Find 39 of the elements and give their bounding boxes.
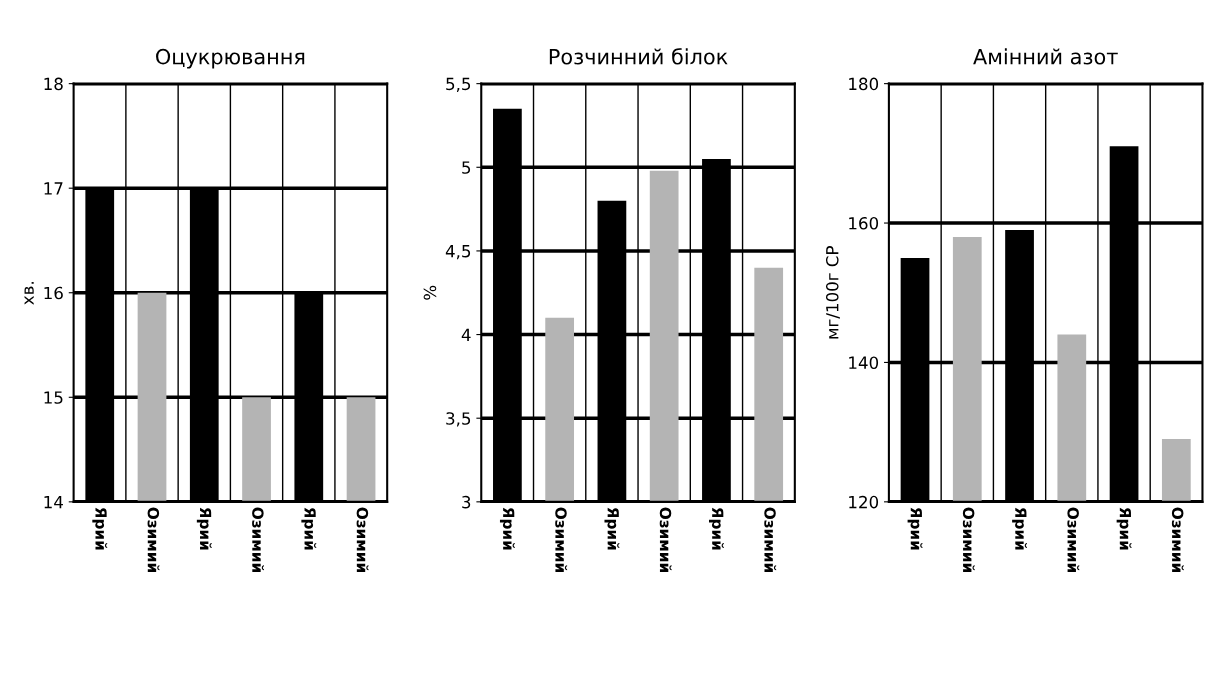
- y-tick-label: 120: [849, 495, 879, 509]
- x-tick-label: Ярий: [709, 507, 724, 550]
- chart-title: Розчинний білок: [549, 48, 728, 65]
- x-tick-label: Ярий: [604, 507, 620, 550]
- y-tick-label: 5,5: [446, 77, 471, 92]
- x-tick-label: Ярий: [301, 507, 317, 550]
- y-tick-label: 180: [849, 77, 879, 91]
- x-tick-label: Озимий: [1067, 507, 1080, 572]
- y-axis-title: хв.: [24, 282, 34, 305]
- chart-title: Амінний азот: [973, 48, 1118, 65]
- y-axis-title: мг/100г СР: [825, 246, 840, 339]
- y-tick-label: 14: [44, 496, 63, 509]
- x-tick-label: Озимий: [147, 507, 160, 572]
- y-tick-label: 16: [44, 286, 63, 300]
- x-tick-label: Озимий: [659, 507, 672, 572]
- x-tick-label: Озимий: [252, 507, 264, 572]
- y-axis-title: %: [423, 285, 437, 300]
- y-tick-label: 18: [44, 77, 63, 91]
- y-tick-label: 5: [462, 161, 471, 174]
- y-tick-label: 15: [44, 391, 63, 404]
- x-tick-label: Ярий: [907, 507, 923, 550]
- x-tick-label: Озимий: [1171, 507, 1184, 572]
- x-tick-label: Озимий: [555, 507, 568, 572]
- x-tick-label: Ярий: [196, 507, 212, 550]
- x-tick-label: Ярий: [1116, 507, 1132, 550]
- y-tick-label: 4,5: [445, 245, 471, 260]
- chart-title: Оцукрювання: [156, 48, 305, 69]
- y-tick-label: 160: [849, 217, 879, 230]
- x-tick-label: Озимий: [962, 507, 975, 572]
- y-tick-label: 3: [462, 495, 471, 509]
- y-tick-label: 17: [44, 182, 63, 195]
- x-tick-label: Озимий: [356, 507, 369, 572]
- x-tick-label: Озимий: [764, 507, 777, 572]
- y-tick-label: 3,5: [446, 412, 471, 427]
- x-tick-label: Ярий: [92, 507, 108, 550]
- y-tick-label: 4: [461, 328, 471, 341]
- x-tick-label: Ярий: [499, 507, 515, 550]
- y-tick-label: 140: [849, 356, 879, 370]
- x-tick-label: Ярий: [1012, 507, 1027, 550]
